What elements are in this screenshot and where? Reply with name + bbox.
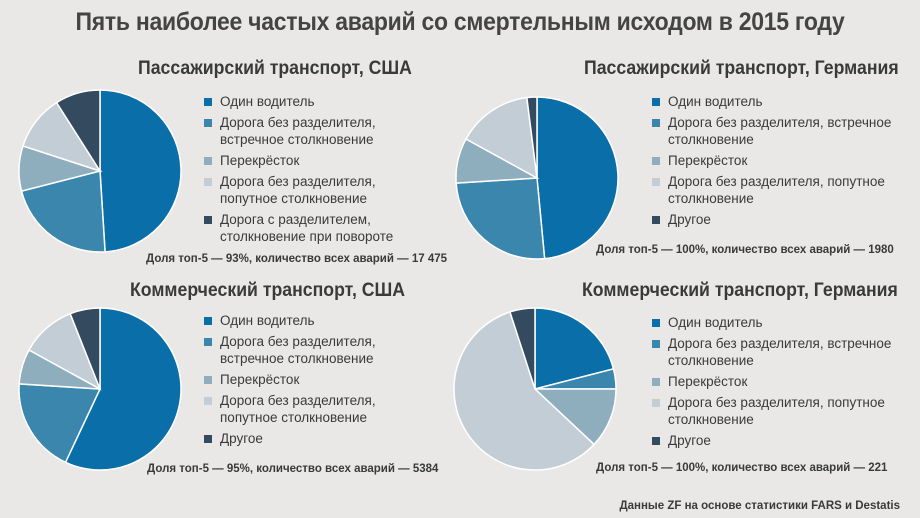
- legend-label: Дорога без разделителя, попутное столкно…: [668, 174, 885, 206]
- pie-slice: [455, 177, 546, 260]
- legend-swatch: [652, 340, 660, 348]
- legend-swatch: [204, 376, 212, 384]
- chart-panel-passenger-germany: Пассажирский транспорт, Германия Один во…: [455, 58, 920, 283]
- pie-slice: [534, 307, 615, 390]
- legend-label: Дорога без разделителя, встречное столкн…: [220, 115, 376, 147]
- legend-swatch: [652, 98, 660, 106]
- legend: Один водитель Дорога без разделителя, вс…: [652, 314, 892, 453]
- legend: Один водитель Дорога без разделителя, вс…: [652, 93, 892, 232]
- legend-item: Перекрёсток: [652, 152, 892, 169]
- pie-slice: [533, 388, 617, 446]
- legend-swatch: [204, 157, 212, 165]
- pie-slice: [55, 89, 101, 174]
- legend-item: Дорога без разделителя, встречное столкн…: [652, 335, 892, 369]
- legend-item: Один водитель: [204, 312, 434, 329]
- pie-slice: [69, 307, 101, 390]
- legend-label: Один водитель: [668, 315, 763, 330]
- chart-note: Доля топ-5 — 100%, количество всех авари…: [596, 244, 894, 256]
- legend-label: Дорога без разделителя, встречное столкн…: [220, 334, 376, 366]
- legend-label: Дорога с разделителем, столкновение при …: [220, 212, 394, 244]
- legend-item: Дорога без разделителя, встречное столкн…: [204, 114, 434, 148]
- legend-item: Дорога с разделителем, столкновение при …: [204, 211, 434, 245]
- pie-slice: [453, 311, 596, 471]
- legend-swatch: [652, 437, 660, 445]
- legend-swatch: [652, 178, 660, 186]
- legend-item: Дорога без разделителя, попутное столкно…: [204, 392, 434, 426]
- legend-item: Дорога без разделителя, встречное столкн…: [652, 114, 892, 148]
- legend-swatch: [652, 399, 660, 407]
- legend-item: Один водитель: [204, 93, 434, 110]
- legend: Один водитель Дорога без разделителя, вс…: [204, 312, 434, 451]
- legend-item: Дорога без разделителя, попутное столкно…: [204, 173, 434, 207]
- legend-label: Один водитель: [668, 94, 763, 109]
- chart-panel-passenger-usa: Пассажирский транспорт, США Один водител…: [0, 58, 460, 283]
- legend-swatch: [204, 178, 212, 186]
- legend-item: Другое: [652, 211, 892, 228]
- chart-note: Доля топ-5 — 95%, количество всех аварий…: [147, 463, 439, 475]
- pie-slice: [99, 89, 182, 253]
- legend-item: Дорога без разделителя, встречное столкн…: [204, 333, 434, 367]
- legend-swatch: [652, 319, 660, 327]
- legend: Один водитель Дорога без разделителя, вс…: [204, 93, 434, 249]
- pie-chart: [455, 96, 619, 260]
- legend-item: Перекрёсток: [204, 371, 434, 388]
- legend-label: Другое: [220, 431, 263, 446]
- legend-item: Перекрёсток: [204, 152, 434, 169]
- legend-label: Дорога без разделителя, попутное столкно…: [220, 174, 376, 206]
- legend-swatch: [652, 119, 660, 127]
- legend-item: Один водитель: [652, 93, 892, 110]
- pie-chart: [18, 89, 182, 253]
- legend-swatch: [652, 216, 660, 224]
- legend-swatch: [652, 378, 660, 386]
- legend-label: Дорога без разделителя, попутное столкно…: [668, 395, 885, 427]
- legend-label: Дорога без разделителя, встречное столкн…: [668, 336, 892, 368]
- pie-chart: [18, 307, 182, 471]
- chart-panel-commercial-usa: Коммерческий транспорт, США Один водител…: [0, 280, 460, 505]
- legend-swatch: [652, 157, 660, 165]
- chart-note: Доля топ-5 — 100%, количество всех авари…: [596, 462, 888, 474]
- legend-item: Перекрёсток: [652, 373, 892, 390]
- pie-slice: [526, 96, 538, 179]
- legend-swatch: [204, 98, 212, 106]
- chart-note: Доля топ-5 — 93%, количество всех аварий…: [146, 253, 448, 265]
- legend-swatch: [204, 435, 212, 443]
- legend-label: Другое: [668, 433, 711, 448]
- legend-item: Дорога без разделителя, попутное столкно…: [652, 173, 892, 207]
- chart-title: Коммерческий транспорт, США: [130, 280, 406, 301]
- pie-slice: [509, 307, 536, 390]
- legend-label: Перекрёсток: [220, 372, 300, 387]
- legend-item: Дорога без разделителя, попутное столкно…: [652, 394, 892, 428]
- legend-label: Перекрёсток: [220, 153, 300, 168]
- legend-item: Один водитель: [652, 314, 892, 331]
- chart-title: Пассажирский транспорт, США: [138, 58, 412, 79]
- legend-label: Перекрёсток: [668, 153, 748, 168]
- page-title: Пять наиболее частых аварий со смертельн…: [75, 8, 845, 36]
- chart-panel-commercial-germany: Коммерческий транспорт, Германия Один во…: [453, 280, 920, 505]
- legend-item: Другое: [204, 430, 434, 447]
- legend-label: Перекрёсток: [668, 374, 748, 389]
- legend-swatch: [204, 119, 212, 127]
- legend-label: Дорога без разделителя, встречное столкн…: [668, 115, 892, 147]
- pie-slice: [64, 307, 182, 471]
- pie-slice: [20, 170, 106, 253]
- legend-item: Другое: [652, 432, 892, 449]
- pie-chart: [453, 307, 617, 471]
- pie-slice: [18, 383, 102, 464]
- legend-label: Дорога без разделителя, попутное столкно…: [220, 393, 376, 425]
- pie-slice: [465, 96, 538, 180]
- legend-swatch: [204, 317, 212, 325]
- legend-label: Один водитель: [220, 94, 315, 109]
- pie-slice: [536, 96, 619, 260]
- chart-title: Коммерческий транспорт, Германия: [582, 280, 898, 301]
- chart-title: Пассажирский транспорт, Германия: [584, 58, 899, 79]
- legend-swatch: [204, 338, 212, 346]
- legend-label: Другое: [668, 212, 711, 227]
- legend-swatch: [204, 397, 212, 405]
- source-note: Данные ZF на основе статистики FARS и De…: [619, 500, 900, 512]
- legend-swatch: [204, 216, 212, 224]
- legend-label: Один водитель: [220, 313, 315, 328]
